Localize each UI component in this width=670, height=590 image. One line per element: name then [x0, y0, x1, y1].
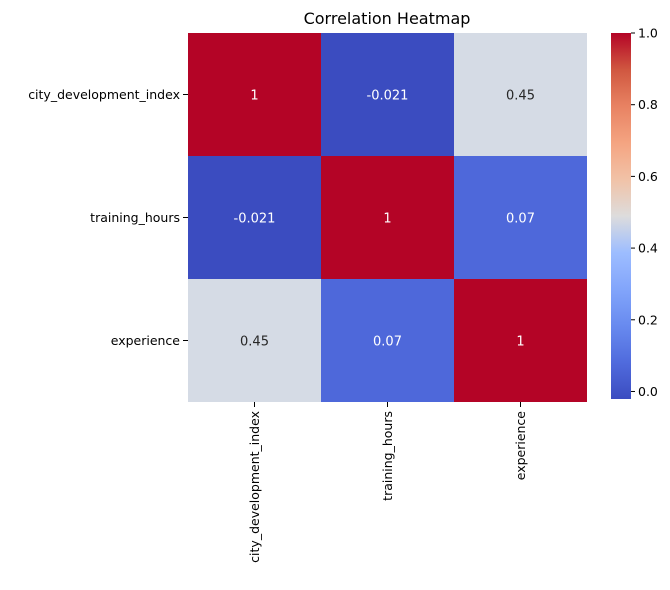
cell-annotation-0-1: -0.021 [367, 89, 409, 104]
row-label-2: experience [111, 333, 181, 348]
heatmap-cell-2-2 [454, 279, 587, 402]
col-label-1: training_hours [380, 411, 395, 501]
cell-annotation-1-1: 1 [383, 212, 391, 227]
column-tick-labels: city_development_index training_hours expe… [247, 402, 528, 563]
heatmap-annotations: 1 -0.021 0.45 -0.021 1 0.07 0.45 0.07 1 [234, 89, 535, 350]
heatmap-cell-2-0 [188, 279, 321, 402]
colorbar: 0.0 0.2 0.4 0.6 0.8 1.0 [611, 26, 658, 399]
heatmap-cell-1-2 [454, 156, 587, 279]
heatmap-cell-2-1 [321, 279, 454, 402]
colorbar-tick-label-5: 1.0 [638, 26, 658, 41]
heatmap-cell-1-1 [321, 156, 454, 279]
col-label-0: city_development_index [247, 411, 262, 563]
heatmap-cell-0-0 [188, 33, 321, 156]
colorbar-tick-label-1: 0.2 [638, 312, 658, 327]
colorbar-gradient [611, 33, 631, 399]
cell-annotation-0-0: 1 [250, 89, 258, 104]
cell-annotation-1-2: 0.07 [506, 212, 535, 227]
heatmap-cell-1-0 [188, 156, 321, 279]
colorbar-tick-label-2: 0.4 [638, 241, 658, 256]
cell-annotation-2-0: 0.45 [240, 335, 269, 350]
cell-annotation-2-1: 0.07 [373, 335, 402, 350]
row-label-1: training_hours [90, 210, 180, 225]
col-label-2: experience [513, 411, 528, 481]
colorbar-tick-label-4: 0.8 [638, 97, 658, 112]
heatmap-cell-0-1 [321, 33, 454, 156]
heatmap-cell-0-2 [454, 33, 587, 156]
chart-title: Correlation Heatmap [304, 9, 471, 28]
row-label-0: city_development_index [28, 87, 180, 102]
colorbar-tick-label-0: 0.0 [638, 384, 658, 399]
row-tick-labels: city_development_index training_hoursexpe… [28, 87, 188, 348]
cell-annotation-1-0: -0.021 [234, 212, 276, 227]
cell-annotation-2-2: 1 [516, 335, 524, 350]
colorbar-tick-label-3: 0.6 [638, 169, 658, 184]
cell-annotation-0-2: 0.45 [506, 89, 535, 104]
heatmap-cells [188, 33, 587, 402]
